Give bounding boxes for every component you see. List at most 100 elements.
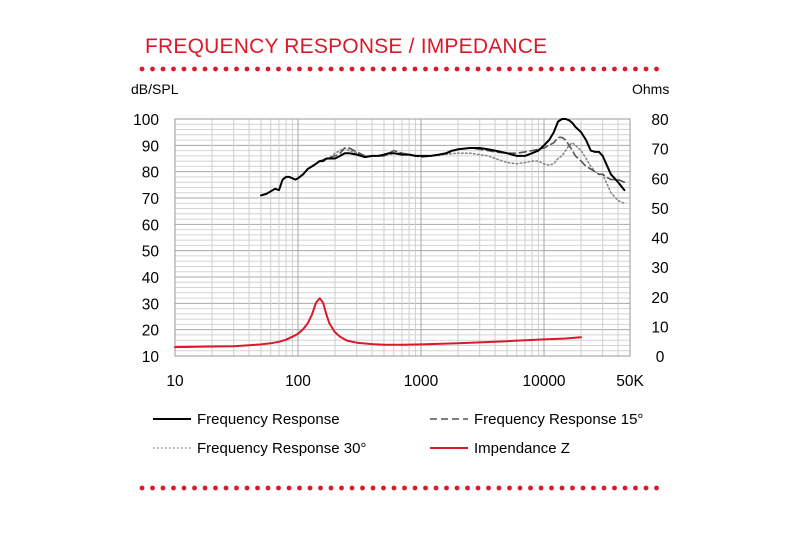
divider-dot <box>570 485 575 491</box>
divider-dot <box>402 66 407 72</box>
x-tick-label: 10000 <box>522 373 565 390</box>
series-line-frequency-response <box>260 118 626 197</box>
divider-dot <box>549 485 554 491</box>
y-left-tick-label: 20 <box>142 323 160 340</box>
y-left-tick-label: 100 <box>133 112 159 129</box>
y-left-tick-label: 30 <box>142 296 160 313</box>
divider-dot <box>433 66 439 72</box>
series-line-frequency-response-15 <box>318 136 626 183</box>
divider-dot <box>444 66 449 72</box>
divider-dot <box>517 485 523 491</box>
divider-dot <box>307 485 313 491</box>
divider-dot <box>528 485 533 491</box>
x-tick-label: 100 <box>285 373 311 390</box>
divider-dot <box>139 485 145 491</box>
divider-dot <box>139 66 145 72</box>
divider-dot <box>570 66 575 72</box>
x-tick-label: 50K <box>616 373 644 390</box>
divider-dot <box>360 485 365 491</box>
divider-dot <box>622 66 628 72</box>
legend-label-impendance-z: Impendance Z <box>474 440 570 457</box>
divider-dot <box>276 485 281 491</box>
x-tick-label: 1000 <box>404 373 439 390</box>
y-right-tick-label: 40 <box>651 231 669 248</box>
divider-dot <box>150 485 155 491</box>
divider-dot <box>507 66 512 72</box>
chart-title: FREQUENCY RESPONSE / IMPEDANCE <box>145 35 548 58</box>
divider-dot <box>486 485 491 491</box>
divider-dot <box>423 485 428 491</box>
divider-dot <box>444 485 449 491</box>
divider-dot <box>601 66 607 72</box>
divider-dot <box>475 66 481 72</box>
divider-dot <box>643 485 649 491</box>
divider-dot <box>276 66 281 72</box>
divider-dot <box>213 66 218 72</box>
divider-dot <box>454 485 460 491</box>
divider-dot <box>423 66 428 72</box>
plot-frame <box>174 118 631 357</box>
divider-dot <box>307 66 313 72</box>
divider-dot <box>297 485 302 491</box>
y-left-tick-label: 60 <box>142 217 160 234</box>
y-right-tick-label: 70 <box>651 142 669 159</box>
divider-dot <box>612 66 617 72</box>
divider-dot <box>580 485 586 491</box>
divider-dot <box>160 66 166 72</box>
y-right-tick-label: 10 <box>651 319 669 336</box>
y-left-tick-label: 50 <box>142 244 160 261</box>
divider-dot <box>181 66 187 72</box>
divider-dot <box>391 485 397 491</box>
divider-dot <box>349 66 355 72</box>
divider-dot <box>360 66 365 72</box>
divider-dot <box>507 485 512 491</box>
divider-dot <box>339 485 344 491</box>
divider-dot <box>475 485 481 491</box>
divider-dot <box>328 66 334 72</box>
dotted-divider-bottom <box>139 485 659 491</box>
y-right-tick-label: 80 <box>651 112 669 129</box>
divider-dot <box>591 485 596 491</box>
divider-dot <box>391 66 397 72</box>
divider-dot <box>654 66 659 72</box>
divider-dot <box>486 66 491 72</box>
divider-dot <box>433 485 439 491</box>
divider-dot <box>181 485 187 491</box>
divider-dot <box>171 66 176 72</box>
y-left-tick-label: 40 <box>142 270 160 287</box>
divider-dot <box>465 66 470 72</box>
divider-dot <box>559 485 565 491</box>
divider-dot <box>213 485 218 491</box>
divider-dot <box>265 485 271 491</box>
divider-dot <box>412 485 418 491</box>
divider-dot <box>244 485 250 491</box>
divider-dot <box>612 485 617 491</box>
divider-dot <box>549 66 554 72</box>
y-left-axis-label: dB/SPL <box>131 81 179 97</box>
divider-dot <box>454 66 460 72</box>
divider-dot <box>538 485 544 491</box>
divider-dot <box>381 485 386 491</box>
y-right-tick-label: 60 <box>651 171 669 188</box>
grid <box>174 118 631 357</box>
divider-dot <box>622 485 628 491</box>
y-right-tick-label: 30 <box>651 260 669 277</box>
series-layer <box>174 118 626 349</box>
divider-dot <box>517 66 523 72</box>
divider-dot <box>528 66 533 72</box>
dotted-divider-top <box>139 66 659 72</box>
divider-dot <box>265 66 271 72</box>
divider-dot <box>234 66 239 72</box>
divider-dot <box>349 485 355 491</box>
divider-dot <box>370 66 376 72</box>
y-left-tick-label: 80 <box>142 165 160 182</box>
divider-dot <box>538 66 544 72</box>
y-left-tick-label: 70 <box>142 191 160 208</box>
divider-dot <box>591 66 596 72</box>
divider-dot <box>412 66 418 72</box>
divider-dot <box>381 66 386 72</box>
divider-dot <box>286 485 292 491</box>
divider-dot <box>633 485 638 491</box>
divider-dot <box>286 66 292 72</box>
